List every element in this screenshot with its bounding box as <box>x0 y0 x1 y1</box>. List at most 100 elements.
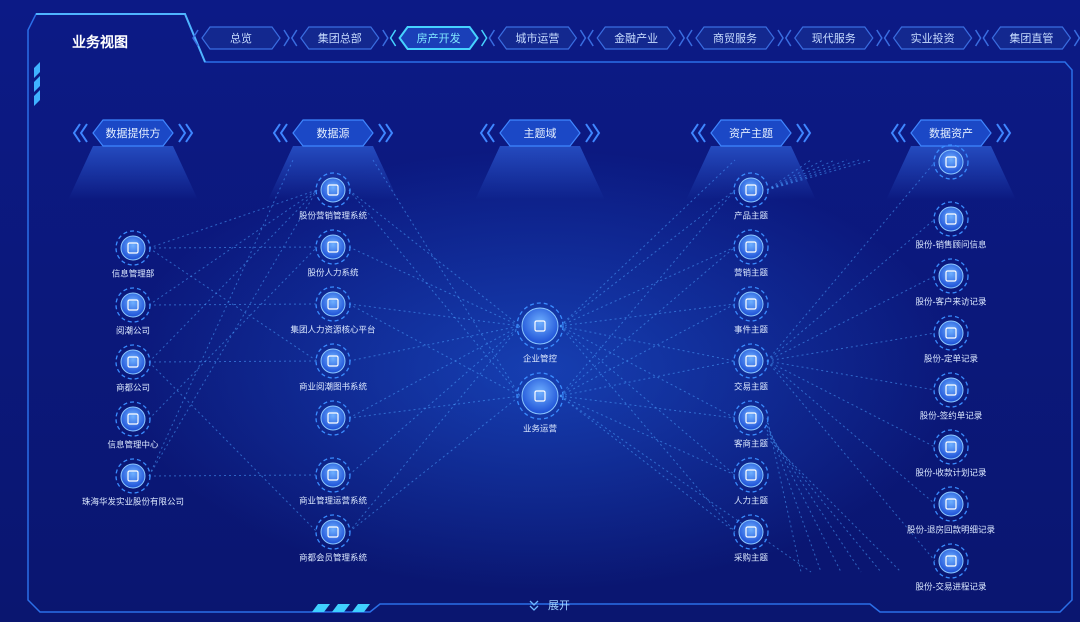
node[interactable]: 客商主题 <box>733 400 769 450</box>
node[interactable]: 信息管理中心 <box>107 401 159 451</box>
node[interactable]: 交易主题 <box>733 343 769 393</box>
node[interactable]: 股份营销管理系统 <box>299 172 368 222</box>
node[interactable]: 商都公司 <box>115 344 151 394</box>
tab-label[interactable]: 城市运营 <box>515 31 559 45</box>
node-label[interactable]: 营销主题 <box>734 268 769 279</box>
column-title: 资产主题 <box>729 126 773 140</box>
node[interactable]: 珠海华发实业股份有限公司 <box>82 458 184 508</box>
node-label[interactable]: 业务运营 <box>523 424 557 435</box>
node[interactable]: 商都会员管理系统 <box>299 514 368 564</box>
node[interactable]: 阅潮公司 <box>115 287 151 337</box>
node-label[interactable]: 股份人力系统 <box>307 268 359 279</box>
node-label[interactable]: 人力主题 <box>734 496 769 507</box>
node[interactable]: 事件主题 <box>733 286 769 336</box>
node-label[interactable]: 产品主题 <box>734 211 769 222</box>
node-label[interactable]: 商业管理运营系统 <box>299 496 368 507</box>
node-core <box>738 519 764 545</box>
node[interactable]: 商业管理运营系统 <box>299 457 368 507</box>
tab[interactable]: 集团总部 <box>290 26 389 50</box>
tab-label[interactable]: 实业投资 <box>911 31 955 45</box>
tab[interactable]: 城市运营 <box>488 26 587 50</box>
node[interactable]: 采购主题 <box>733 514 769 564</box>
node-label[interactable]: 企业管控 <box>523 354 558 365</box>
node-glyph <box>745 184 757 196</box>
node[interactable]: 股份-销售顾问信息 <box>915 201 987 251</box>
edge <box>559 246 736 397</box>
node-label[interactable]: 商业阅潮图书系统 <box>299 382 368 393</box>
node-label[interactable]: 股份-交易进程记录 <box>915 582 987 593</box>
node-label[interactable]: 股份-退房回款明细记录 <box>907 525 996 536</box>
node-label[interactable]: 采购主题 <box>734 553 769 564</box>
node[interactable]: 股份-定单记录 <box>924 315 979 365</box>
edge <box>766 360 936 505</box>
tab[interactable]: 房产开发 <box>389 26 488 50</box>
node-ring <box>315 514 351 550</box>
node-label[interactable]: 股份-定单记录 <box>924 354 979 365</box>
node[interactable]: 股份-收款计划记录 <box>915 429 987 479</box>
node-label[interactable]: 集团人力资源核心平台 <box>290 325 375 336</box>
tab[interactable]: 现代服务 <box>784 26 883 50</box>
edge <box>766 429 862 573</box>
node[interactable]: 信息管理部 <box>112 230 155 280</box>
tab[interactable]: 金融产业 <box>587 26 686 50</box>
node-label[interactable]: 股份营销管理系统 <box>299 211 368 222</box>
header-beam <box>475 146 605 200</box>
node-label[interactable]: 商都公司 <box>116 383 150 394</box>
node[interactable]: 股份-交易进程记录 <box>915 543 987 593</box>
node[interactable]: 股份-退房回款明细记录 <box>907 486 996 536</box>
node-label[interactable]: 阅潮公司 <box>116 326 150 337</box>
expand-label[interactable]: 展开 <box>548 599 570 612</box>
node[interactable]: 产品主题 <box>733 172 769 222</box>
node-core <box>938 548 964 574</box>
node-core <box>938 320 964 346</box>
node-ring <box>933 201 969 237</box>
node-ring <box>115 458 151 494</box>
node[interactable]: 股份-签约单记录 <box>920 372 983 422</box>
node[interactable]: 商业阅潮图书系统 <box>299 343 368 393</box>
node-ring <box>516 372 564 420</box>
tab-label[interactable]: 集团直管 <box>1009 31 1053 45</box>
node-glyph <box>127 299 139 311</box>
node-label[interactable]: 商都会员管理系统 <box>299 553 368 564</box>
node-ring <box>115 344 151 380</box>
node-label[interactable]: 股份-客户来访记录 <box>915 297 987 308</box>
node-core <box>320 177 346 203</box>
node-label[interactable]: 客商主题 <box>734 439 769 450</box>
edge <box>348 303 521 327</box>
node-label[interactable]: 珠海华发实业股份有限公司 <box>82 497 184 508</box>
node[interactable]: 业务运营 <box>516 372 564 435</box>
node[interactable]: 企业管控 <box>516 302 564 365</box>
edge <box>766 417 802 573</box>
tab-label[interactable]: 集团总部 <box>318 31 362 45</box>
expand-button[interactable]: 展开 <box>529 599 570 612</box>
node-core <box>320 291 346 317</box>
node-label[interactable]: 信息管理部 <box>112 269 155 280</box>
edge <box>148 189 318 363</box>
node[interactable]: 股份人力系统 <box>307 229 359 279</box>
tab[interactable]: 商贸服务 <box>686 26 784 50</box>
node-label[interactable]: 事件主题 <box>734 325 769 336</box>
tab-label[interactable]: 总览 <box>230 31 252 45</box>
node[interactable]: 集团人力资源核心平台 <box>290 286 376 336</box>
node[interactable]: 营销主题 <box>733 229 769 279</box>
node-label[interactable]: 交易主题 <box>734 382 769 393</box>
node[interactable]: 人力主题 <box>733 457 769 507</box>
edge <box>148 247 318 362</box>
page-title: 业务视图 <box>72 34 128 51</box>
node[interactable]: 股份-客户来访记录 <box>915 258 987 308</box>
tab-label[interactable]: 商贸服务 <box>713 31 757 45</box>
tab[interactable]: 总览 <box>192 26 290 50</box>
node-label[interactable]: 信息管理中心 <box>107 440 159 451</box>
edge <box>766 437 902 573</box>
tab[interactable]: 实业投资 <box>883 26 982 50</box>
node-label[interactable]: 股份-收款计划记录 <box>915 468 987 479</box>
tab[interactable]: 集团直管 <box>982 26 1080 50</box>
tab-label[interactable]: 现代服务 <box>812 32 856 45</box>
edges <box>148 159 936 573</box>
tab-chevrons <box>488 29 587 47</box>
tab-label[interactable]: 房产开发 <box>417 31 461 45</box>
node-label[interactable]: 股份-销售顾问信息 <box>915 240 987 251</box>
center-glow <box>120 150 960 590</box>
node-label[interactable]: 股份-签约单记录 <box>920 411 983 422</box>
tab-label[interactable]: 金融产业 <box>614 31 658 45</box>
